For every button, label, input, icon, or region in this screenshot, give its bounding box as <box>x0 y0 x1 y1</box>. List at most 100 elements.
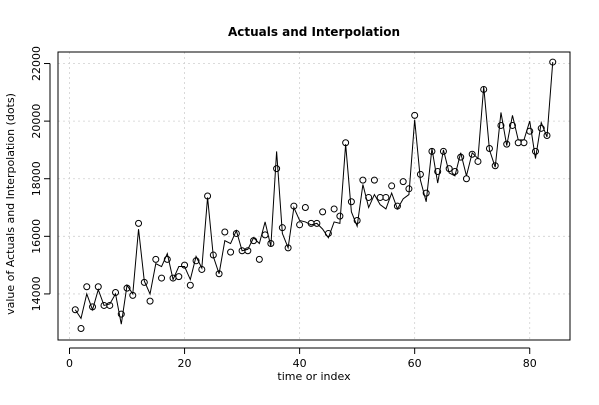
y-axis-label: value of Actuals and Interpolation (dots… <box>4 93 17 315</box>
actual-point <box>342 139 350 147</box>
actual-point <box>146 297 154 305</box>
chart-title: Actuals and Interpolation <box>228 25 400 39</box>
actual-point <box>462 175 470 183</box>
actual-point <box>531 147 539 155</box>
actual-point <box>227 248 235 256</box>
actual-point <box>106 301 114 309</box>
actual-point <box>117 310 125 318</box>
actual-point <box>71 306 79 314</box>
actual-point <box>330 205 338 213</box>
interpolation-series <box>74 62 554 325</box>
actual-point <box>89 303 97 311</box>
y-tick-label: 20000 <box>30 104 43 139</box>
actual-point <box>451 168 459 176</box>
actual-point <box>83 283 91 291</box>
actual-point <box>347 198 355 206</box>
actual-point <box>497 121 505 129</box>
actual-point <box>474 157 482 165</box>
actual-point <box>192 257 200 265</box>
actual-point <box>244 247 252 255</box>
axes: 0 20 40 60 80 14000 16000 18000 20000 22000 <box>30 46 571 370</box>
actual-point <box>278 224 286 232</box>
y-tick-label: 18000 <box>30 161 43 196</box>
actual-point <box>480 85 488 93</box>
actual-point <box>209 251 217 259</box>
actual-point <box>393 202 401 210</box>
actual-point <box>353 216 361 224</box>
actual-point <box>267 240 275 248</box>
x-tick-label: 20 <box>178 357 192 370</box>
actuals-series <box>71 58 557 332</box>
actual-point <box>77 324 85 332</box>
actual-point <box>434 168 442 176</box>
actual-point <box>94 283 102 291</box>
actual-point <box>163 255 171 263</box>
actual-point <box>186 281 194 289</box>
x-tick-label: 60 <box>408 357 422 370</box>
actual-point <box>140 278 148 286</box>
actual-point <box>301 204 309 212</box>
actual-point <box>549 58 557 66</box>
actual-point <box>503 140 511 148</box>
actual-point <box>181 261 189 269</box>
actual-point <box>319 208 327 216</box>
actual-point <box>313 219 321 227</box>
actual-point <box>198 265 206 273</box>
actual-point <box>290 202 298 210</box>
actual-point <box>123 284 131 292</box>
actual-point <box>232 229 240 237</box>
x-tick-label: 0 <box>66 357 73 370</box>
actual-point <box>175 273 183 281</box>
x-tick-label: 40 <box>293 357 307 370</box>
actual-point <box>365 193 373 201</box>
actual-point <box>388 182 396 190</box>
actual-point <box>537 124 545 132</box>
actual-point <box>152 255 160 263</box>
actual-point <box>370 176 378 184</box>
actual-point <box>273 165 281 173</box>
actual-point <box>221 228 229 236</box>
actual-point <box>250 237 258 245</box>
actual-point <box>457 153 465 161</box>
actual-point <box>255 255 263 263</box>
actual-point <box>382 193 390 201</box>
actual-point <box>526 127 534 135</box>
actual-point <box>284 244 292 252</box>
y-tick-label: 14000 <box>30 276 43 311</box>
actual-point <box>520 139 528 147</box>
plot-frame <box>57 51 571 341</box>
actual-point <box>129 291 137 299</box>
actual-point <box>296 221 304 229</box>
actual-point <box>491 162 499 170</box>
actual-point <box>411 111 419 119</box>
interpolation-line <box>74 62 554 325</box>
actual-point <box>112 288 120 296</box>
actual-point <box>215 270 223 278</box>
y-tick-label: 16000 <box>30 219 43 254</box>
actual-point <box>261 231 269 239</box>
actual-point <box>439 147 447 155</box>
actual-point <box>514 139 522 147</box>
x-tick-label: 80 <box>523 357 537 370</box>
actual-point <box>158 274 166 282</box>
actual-point <box>543 132 551 140</box>
actual-point <box>445 165 453 173</box>
actual-point <box>336 212 344 220</box>
actual-point <box>468 150 476 158</box>
actual-point <box>376 193 384 201</box>
actual-point <box>485 144 493 152</box>
actual-point <box>416 170 424 178</box>
actual-point <box>428 147 436 155</box>
actual-point <box>204 192 212 200</box>
actual-point <box>324 229 332 237</box>
actual-point <box>508 121 516 129</box>
actual-point <box>422 189 430 197</box>
actual-point <box>359 176 367 184</box>
actual-point <box>399 178 407 186</box>
actual-point <box>135 219 143 227</box>
x-axis-label: time or index <box>277 370 351 383</box>
grid <box>58 52 570 340</box>
y-tick-label: 22000 <box>30 46 43 81</box>
